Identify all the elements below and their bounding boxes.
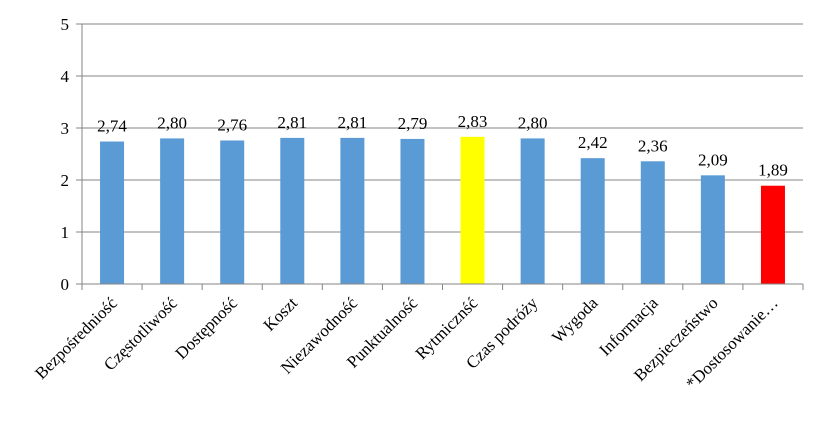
data-labels: 2,74 2,80 2,76 2,81 2,81 2,79 2,83 2,80 2,42 2,36… (97, 112, 788, 180)
y-tick-label-3: 3 (61, 119, 70, 138)
bar-4 (280, 137, 305, 284)
data-label-1: 2,74 (97, 117, 127, 136)
y-axis-tick-labels: 0 1 2 3 4 5 (61, 15, 70, 294)
y-tick-label-1: 1 (61, 223, 70, 242)
data-label-6: 2,79 (398, 114, 428, 133)
y-tick-label-0: 0 (61, 275, 70, 294)
data-label-9: 2,42 (578, 133, 608, 152)
y-tick-label-4: 4 (61, 67, 70, 86)
bar-5 (340, 137, 365, 284)
category-label-9: Wygoda (548, 293, 602, 347)
data-label-4: 2,81 (277, 113, 307, 132)
bar-6 (400, 138, 425, 284)
data-label-2: 2,80 (157, 113, 187, 132)
bar-11 (700, 175, 725, 284)
data-label-8: 2,80 (518, 113, 548, 132)
bar-7 (460, 136, 485, 284)
data-label-5: 2,81 (338, 113, 368, 132)
data-label-3: 2,76 (217, 115, 247, 134)
data-label-12: 1,89 (758, 161, 788, 180)
y-tick-label-5: 5 (61, 15, 70, 34)
gridlines (82, 23, 803, 233)
y-tick-label-2: 2 (61, 171, 70, 190)
axes (76, 23, 804, 290)
bar-3 (220, 140, 245, 284)
bar-10 (640, 161, 665, 284)
category-label-3: Dostępność (172, 293, 242, 363)
data-label-11: 2,09 (698, 150, 728, 169)
bar-2 (160, 138, 185, 284)
data-label-7: 2,83 (458, 112, 488, 131)
bars (100, 136, 785, 284)
category-label-4: Koszt (260, 293, 302, 335)
bar-8 (520, 138, 545, 284)
bar-12 (760, 185, 785, 284)
bar-9 (580, 158, 605, 284)
data-label-10: 2,36 (638, 136, 668, 155)
bar-1 (100, 141, 125, 284)
